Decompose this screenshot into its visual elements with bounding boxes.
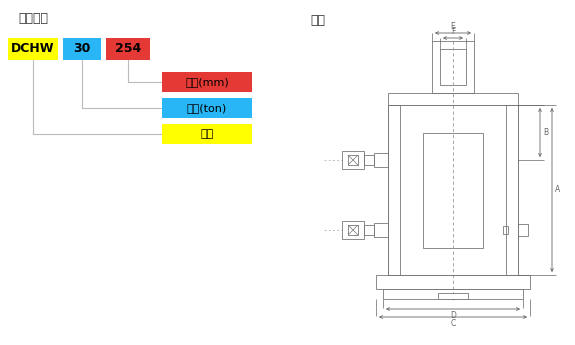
- Text: 尺寸: 尺寸: [310, 14, 325, 27]
- Bar: [364, 225, 374, 235]
- Text: E: E: [451, 22, 455, 31]
- Bar: [518, 224, 528, 236]
- Bar: [423, 133, 483, 248]
- Bar: [374, 223, 388, 237]
- Bar: [348, 155, 358, 165]
- Bar: [506, 105, 518, 275]
- Text: 行程(mm): 行程(mm): [185, 77, 229, 87]
- Bar: [388, 93, 518, 105]
- Bar: [438, 293, 468, 299]
- Bar: [342, 151, 364, 169]
- Bar: [342, 221, 364, 239]
- Bar: [388, 105, 400, 275]
- Text: C: C: [450, 319, 455, 328]
- Bar: [440, 49, 466, 85]
- Text: 254: 254: [115, 42, 141, 56]
- Text: 型号: 型号: [200, 129, 214, 139]
- Text: DCHW: DCHW: [12, 42, 55, 56]
- Bar: [376, 275, 530, 289]
- Bar: [162, 72, 252, 92]
- Text: B: B: [543, 128, 548, 137]
- Text: D: D: [450, 311, 456, 320]
- Text: 30: 30: [74, 42, 91, 56]
- Bar: [106, 38, 150, 60]
- Bar: [162, 124, 252, 144]
- Bar: [364, 155, 374, 165]
- Text: 载荷(ton): 载荷(ton): [187, 103, 227, 113]
- Text: A: A: [555, 186, 560, 195]
- Bar: [8, 38, 58, 60]
- Bar: [348, 225, 358, 235]
- Bar: [374, 153, 388, 167]
- Text: 型号说明: 型号说明: [18, 12, 48, 25]
- Bar: [63, 38, 101, 60]
- Bar: [383, 289, 523, 299]
- Bar: [162, 98, 252, 118]
- Text: F: F: [451, 27, 455, 36]
- Bar: [503, 226, 508, 234]
- Bar: [432, 41, 474, 93]
- Bar: [388, 105, 518, 275]
